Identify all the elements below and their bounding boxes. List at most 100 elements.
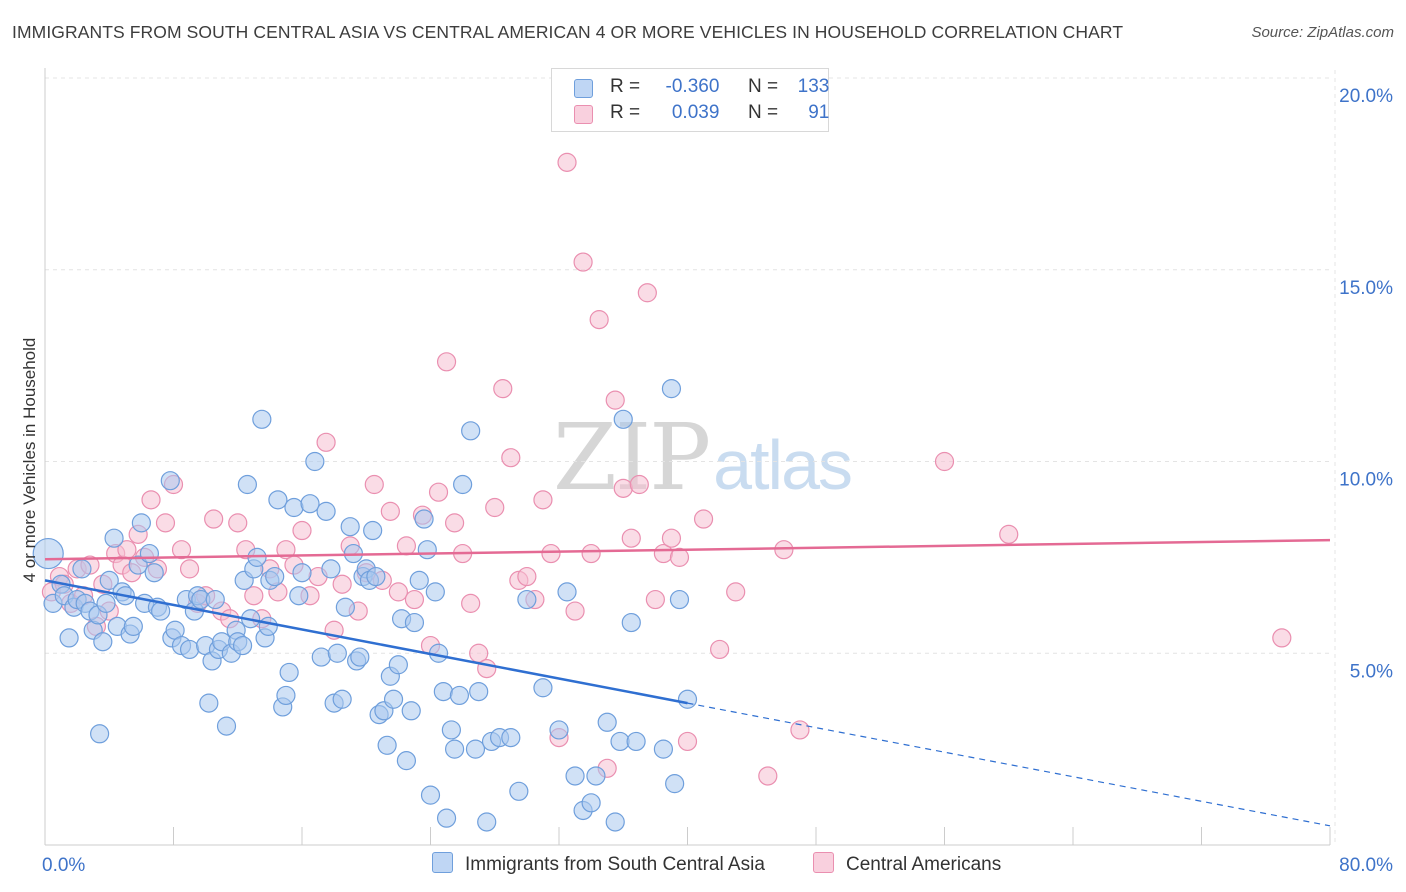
bottom-legend-label: Immigrants from South Central Asia: [465, 854, 765, 875]
south-central-asia-point: [268, 490, 288, 510]
central-americans-point: [316, 432, 336, 452]
central-americans-point: [428, 482, 449, 502]
south-central-asia-point: [605, 812, 625, 832]
central-americans-point: [436, 352, 457, 372]
south-central-asia-point: [444, 739, 465, 759]
south-central-asia-point: [321, 559, 341, 579]
south-central-asia-point: [316, 501, 336, 521]
central-americans-point: [645, 589, 665, 610]
central-americans-point: [292, 520, 312, 541]
central-americans-point: [171, 540, 192, 560]
south-central-asia-point: [59, 628, 79, 648]
south-central-asia-point: [653, 739, 674, 759]
bottom-legend-label: Central Americans: [846, 854, 1002, 875]
central-americans-point: [461, 593, 481, 613]
central-americans-point: [1272, 628, 1292, 648]
south-central-asia-point: [265, 566, 285, 587]
tick-labels: 5.0% 10.0% 15.0% 20.0% 0.0% 80.0%: [42, 86, 1393, 876]
south-central-asia-point: [332, 689, 352, 709]
y-tick-label: 20.0%: [1339, 86, 1393, 107]
central-americans-point: [693, 509, 714, 529]
south-central-asia-point: [677, 689, 698, 709]
south-central-asia-point: [305, 451, 325, 472]
central-americans-point: [661, 528, 682, 548]
south-central-asia-point: [565, 766, 585, 786]
south-central-asia-point: [377, 735, 397, 755]
central-americans-point: [565, 601, 585, 621]
south-central-asia-point: [626, 731, 646, 752]
south-central-asia-point: [237, 474, 257, 495]
legend-swatch-pink: [574, 105, 593, 124]
central-americans-point: [493, 379, 513, 399]
south-central-asia-trendline-extension: [687, 702, 1331, 827]
central-americans-point: [179, 559, 200, 579]
south-central-asia-point: [131, 513, 151, 533]
legend-r-label: R =: [610, 76, 641, 97]
central-americans-point: [533, 490, 553, 510]
south-central-asia-point: [300, 494, 320, 514]
bottom-legend-south-central-asia: Immigrants from South Central Asia: [432, 852, 765, 876]
legend-n-label: N =: [747, 76, 779, 97]
south-central-asia-point: [363, 520, 383, 541]
central-americans-point: [790, 720, 810, 740]
y-tick-label: 5.0%: [1350, 661, 1393, 682]
south-central-asia-point: [401, 701, 421, 721]
central-americans-points: [41, 152, 1292, 786]
south-central-asia-trendline: [44, 579, 688, 705]
central-americans-point: [581, 543, 601, 564]
central-americans-point: [364, 474, 384, 495]
south-central-asia-point: [388, 655, 408, 675]
y-axis-label: 4 or more Vehicles in Household: [20, 337, 39, 583]
central-americans-point: [637, 283, 657, 303]
legend-n-value: 91: [808, 102, 830, 123]
central-americans-point: [541, 543, 561, 564]
south-central-asia-point: [469, 681, 489, 702]
south-central-asia-point: [517, 589, 537, 610]
south-central-asia-point: [93, 632, 113, 652]
south-central-asia-point: [383, 689, 404, 709]
south-central-asia-point: [661, 379, 682, 399]
central-americans-point: [758, 766, 778, 786]
south-central-asia-point: [581, 793, 601, 813]
central-americans-point: [444, 513, 465, 533]
central-americans-point: [710, 639, 730, 660]
central-americans-point: [557, 152, 577, 172]
source-credit: Source: ZipAtlas.com: [1251, 24, 1394, 41]
south-central-asia-point: [335, 597, 355, 617]
south-central-asia-point: [123, 616, 143, 637]
central-americans-point: [573, 252, 593, 272]
watermark-atlas: atlas: [713, 426, 853, 504]
south-central-asia-point: [139, 543, 160, 564]
central-americans-point: [605, 390, 625, 410]
south-central-asia-point: [284, 497, 304, 518]
y-tick-label: 10.0%: [1339, 470, 1393, 491]
legend-r-value: -0.360: [665, 76, 720, 97]
south-central-asia-point: [465, 739, 486, 759]
central-americans-point: [204, 509, 224, 529]
south-central-asia-point: [449, 685, 470, 706]
south-central-asia-point: [199, 693, 219, 713]
south-central-asia-point: [613, 409, 633, 429]
central-americans-point: [613, 478, 633, 498]
x-tick-label: 0.0%: [42, 855, 85, 876]
south-central-asia-point: [160, 471, 180, 491]
south-central-asia-point: [621, 612, 641, 633]
central-americans-point: [669, 547, 690, 567]
south-central-asia-point: [90, 724, 110, 744]
south-central-asia-point: [417, 540, 437, 560]
south-central-asia-point: [292, 563, 312, 583]
central-americans-point: [155, 513, 176, 533]
south-central-asia-point: [586, 766, 606, 786]
legend-n-label: N =: [747, 102, 779, 123]
south-central-asia-point: [289, 586, 309, 606]
central-americans-point: [999, 524, 1019, 544]
central-americans-point: [677, 731, 698, 752]
bottom-legend-central-americans: Central Americans: [813, 852, 1001, 876]
south-central-asia-point: [396, 751, 417, 771]
x-tick-label: 80.0%: [1339, 855, 1393, 876]
south-central-asia-point: [205, 589, 225, 610]
south-central-asia-point: [279, 662, 299, 683]
south-central-asia-point: [557, 582, 577, 602]
south-central-asia-point: [216, 716, 237, 736]
south-central-asia-point: [128, 555, 148, 575]
